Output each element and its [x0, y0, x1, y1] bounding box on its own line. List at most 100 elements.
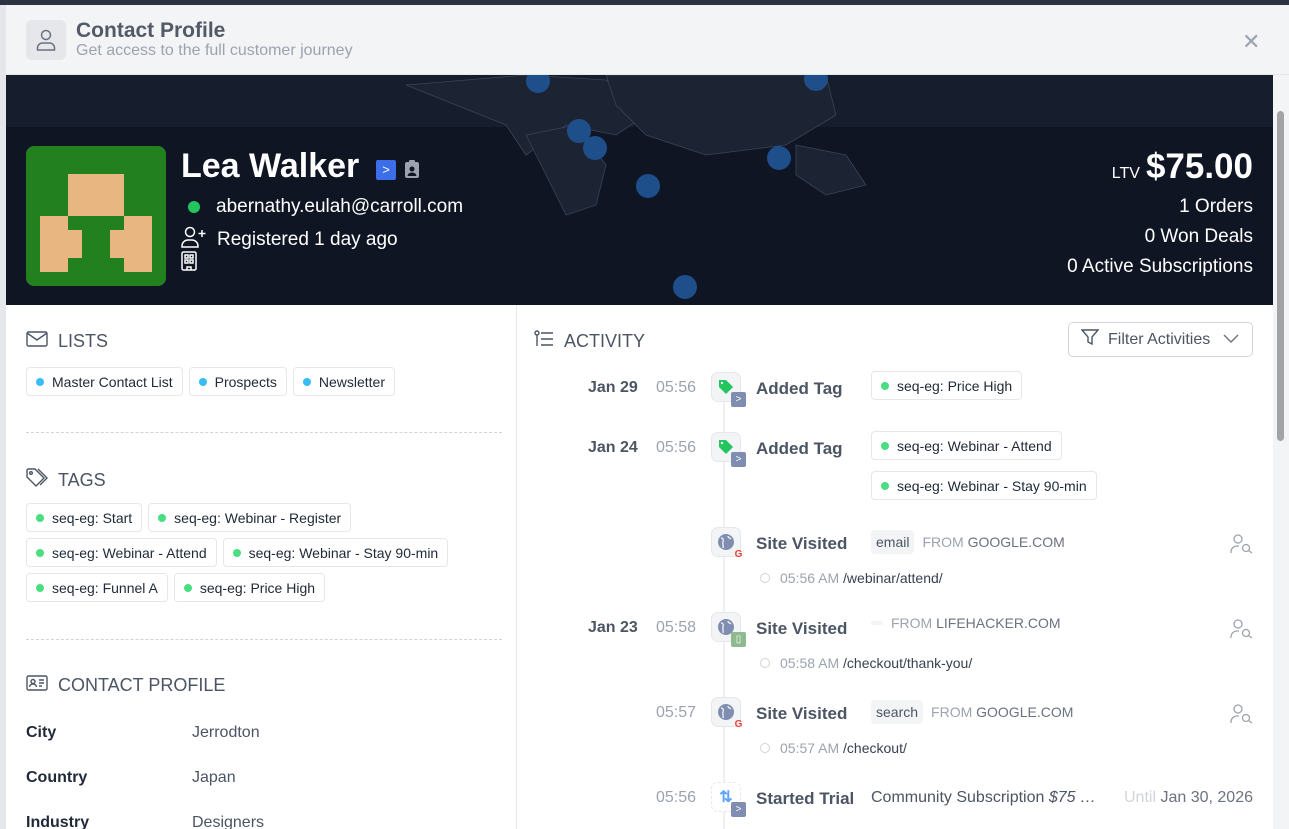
field-value: Japan	[192, 769, 236, 786]
avatar	[26, 146, 166, 286]
company-row	[181, 251, 197, 277]
tag-chip[interactable]: seq-eg: Price High	[871, 371, 1023, 400]
google-icon: G	[734, 719, 743, 730]
activity-heading-text: ACTIVITY	[564, 331, 646, 351]
active-subscriptions-count[interactable]: 0 Active Subscriptions	[1067, 256, 1253, 277]
automation-icon: >	[731, 392, 746, 407]
list-chip[interactable]: Prospects	[188, 367, 287, 396]
field-label: Country	[26, 769, 88, 786]
filter-label: Filter Activities	[1108, 330, 1211, 348]
tag-label: seq-eg: Webinar - Stay 90-min	[248, 544, 439, 561]
activity-title: Site Visited	[756, 534, 848, 553]
tag-chip[interactable]: seq-eg: Price High	[173, 573, 326, 602]
tags-chips: seq-eg: Start seq-eg: Webinar - Register…	[26, 503, 506, 602]
field-value: Jerrodton	[192, 724, 260, 741]
tag-label: seq-eg: Webinar - Register	[174, 509, 342, 526]
tag-chip[interactable]: seq-eg: Webinar - Stay 90-min	[222, 538, 449, 567]
contact-profile-modal: Contact Profile Get access to the full c…	[6, 5, 1289, 829]
user-search-icon[interactable]	[1230, 534, 1254, 559]
medium-pill: search	[871, 700, 924, 724]
profile-row-industry: Industry Designers	[26, 814, 264, 829]
tag-label: seq-eg: Webinar - Attend	[897, 437, 1052, 454]
contact-banner: Lea Walker > abernathy.eulah@carroll.com…	[6, 75, 1273, 305]
visit-source: search FROM GOOGLE.COM	[871, 700, 1073, 724]
subscription-name: Community Subscription	[871, 789, 1045, 806]
left-panel: LISTS Master Contact List Prospects News…	[6, 305, 517, 829]
activity-heading: ACTIVITY	[534, 330, 645, 353]
visit-source: email FROM GOOGLE.COM	[871, 530, 1065, 554]
envelope-icon	[26, 331, 48, 352]
tag-chip[interactable]: seq-eg: Webinar - Register	[148, 503, 352, 532]
tag-chip[interactable]: seq-eg: Start	[26, 503, 143, 532]
list-chip[interactable]: Master Contact List	[26, 367, 183, 396]
tag-icon	[26, 468, 48, 493]
contact-name: Lea Walker	[181, 147, 360, 185]
user-search-icon[interactable]	[1230, 704, 1254, 729]
filter-icon	[1080, 328, 1100, 351]
tag-chip[interactable]: seq-eg: Webinar - Stay 90-min	[871, 471, 1097, 500]
url-time: 05:56 AM	[780, 570, 840, 586]
modal-header: Contact Profile Get access to the full c…	[6, 5, 1289, 75]
tag-label: seq-eg: Price High	[897, 377, 1013, 394]
automation-icon: >	[731, 802, 746, 817]
scrollbar-thumb[interactable]	[1277, 111, 1284, 441]
google-icon: G	[734, 549, 743, 560]
visited-url: 05:57 AM /checkout/	[760, 740, 907, 756]
tag-chip[interactable]: seq-eg: Funnel A	[26, 573, 168, 602]
tag-chip[interactable]: seq-eg: Webinar - Attend	[26, 538, 217, 567]
tag-chip[interactable]: seq-eg: Webinar - Attend	[871, 431, 1062, 460]
activity-date: Jan 24	[588, 439, 638, 456]
tag-label: seq-eg: Webinar - Attend	[52, 544, 207, 561]
activity-time: 05:57	[656, 704, 697, 721]
list-label: Newsletter	[318, 373, 385, 390]
activity-title: Site Visited	[756, 619, 848, 638]
subscription-description: Community Subscription $75 …	[871, 789, 1096, 807]
activity-panel: ACTIVITY Filter Activities Jan 29 05:56 …	[518, 305, 1273, 829]
profile-row-city: City Jerrodton	[26, 724, 260, 742]
from-label: FROM	[922, 534, 964, 550]
timeline-line	[723, 385, 725, 829]
from-label: FROM	[891, 615, 933, 631]
contact-profile-heading-text: CONTACT PROFILE	[58, 675, 226, 695]
automation-badge-icon[interactable]: >	[376, 160, 396, 180]
globe-icon: G	[711, 697, 742, 730]
contact-email[interactable]: abernathy.eulah@carroll.com	[216, 196, 464, 217]
tags-heading: TAGS	[26, 468, 106, 493]
orders-count[interactable]: 1 Orders	[1179, 196, 1253, 217]
ltv: LTV $75.00	[1112, 147, 1253, 187]
won-deals-count[interactable]: 0 Won Deals	[1144, 226, 1253, 247]
window-top-bar	[0, 0, 1289, 5]
user-icon	[26, 20, 66, 60]
lists-heading: LISTS	[26, 331, 108, 352]
close-icon[interactable]: ✕	[1242, 29, 1261, 54]
building-icon[interactable]	[181, 251, 197, 277]
globe-icon: ▯	[711, 612, 746, 647]
globe-icon: G	[711, 527, 742, 560]
visited-url: 05:58 AM /checkout/thank-you/	[760, 655, 972, 671]
profile-row-country: Country Japan	[26, 769, 236, 787]
url-time: 05:57 AM	[780, 740, 840, 756]
trial-until: Until Jan 30, 2026	[1124, 789, 1253, 807]
user-plus-icon	[181, 226, 207, 254]
filter-activities-dropdown[interactable]: Filter Activities	[1068, 322, 1253, 357]
user-search-icon[interactable]	[1230, 619, 1254, 644]
list-label: Master Contact List	[52, 373, 173, 390]
list-label: Prospects	[214, 373, 277, 390]
url-path[interactable]: /webinar/attend/	[843, 570, 943, 586]
contact-profile-heading: CONTACT PROFILE	[26, 675, 225, 696]
status-dot	[188, 201, 200, 213]
activity-title: Added Tag	[756, 379, 843, 398]
tag-label: seq-eg: Start	[52, 509, 133, 526]
modal-subtitle: Get access to the full customer journey	[76, 42, 353, 59]
until-date: Jan 30, 2026	[1160, 789, 1253, 806]
ltv-label: LTV	[1111, 165, 1140, 182]
chevron-down-icon	[1223, 331, 1239, 349]
tag-label: seq-eg: Price High	[199, 579, 316, 596]
clipboard-user-icon[interactable]	[405, 160, 419, 178]
url-path[interactable]: /checkout/	[843, 740, 907, 756]
list-chip[interactable]: Newsletter	[292, 367, 395, 396]
activity-date: Jan 23	[588, 619, 638, 636]
scrollbar[interactable]	[1273, 75, 1289, 829]
url-path[interactable]: /checkout/thank-you/	[843, 655, 973, 671]
from-label: FROM	[931, 704, 973, 720]
